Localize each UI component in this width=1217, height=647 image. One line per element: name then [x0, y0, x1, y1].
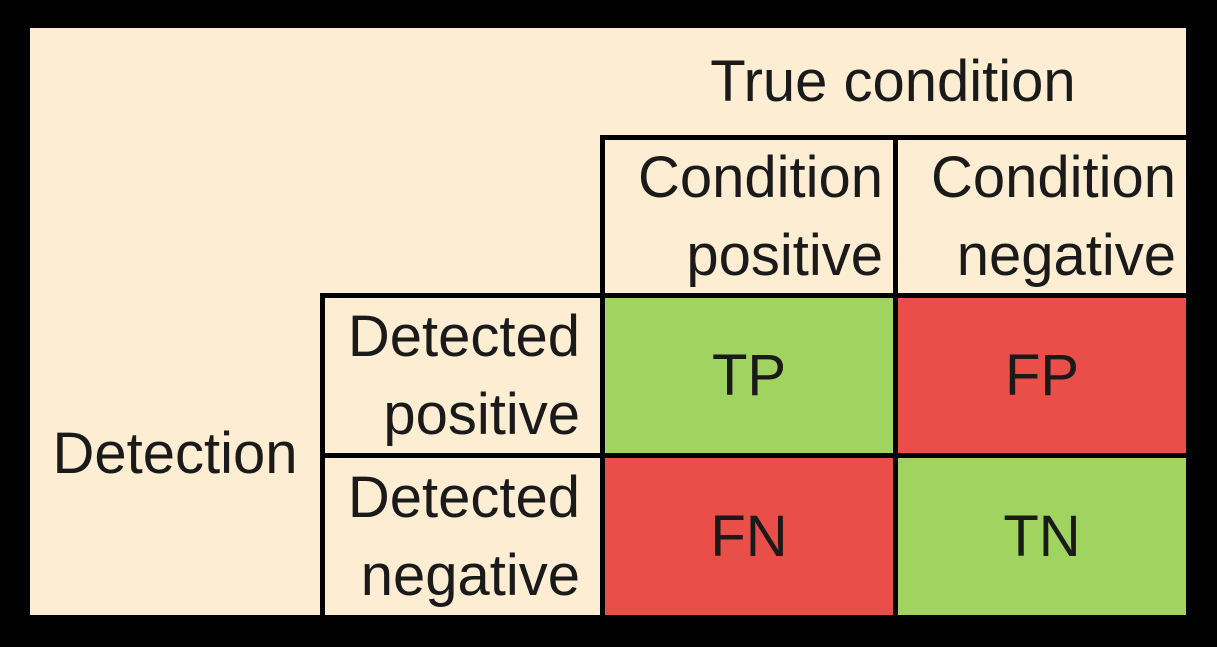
column-header-condition-negative: Condition negative — [930, 144, 1176, 288]
grid-line-row1-top — [320, 293, 1186, 298]
row-header-detected-positive: Detected positive — [347, 303, 580, 447]
cell-tn: TN — [898, 458, 1186, 615]
grid-line-row2-top — [320, 453, 1186, 458]
column-axis-title: True condition — [710, 48, 1076, 114]
cell-tn-label: TN — [1003, 503, 1081, 569]
cell-fn-label: FN — [710, 503, 788, 569]
column-header-condition-positive: Condition positive — [637, 144, 883, 288]
row-header-detected-negative: Detected negative — [347, 464, 580, 608]
grid-line-col2-left — [893, 135, 898, 615]
cell-tp: TP — [605, 298, 893, 453]
confusion-matrix-panel: TP FP FN TN True condition Detection Con… — [30, 28, 1186, 615]
cell-fp-label: FP — [1004, 342, 1080, 408]
cell-tp-label: TP — [711, 342, 787, 408]
grid-line-col1-left — [600, 135, 605, 615]
row-axis-title: Detection — [52, 421, 298, 486]
grid-line-rowheader-left — [320, 293, 325, 615]
cell-fn: FN — [605, 458, 893, 615]
cell-fp: FP — [898, 298, 1186, 453]
